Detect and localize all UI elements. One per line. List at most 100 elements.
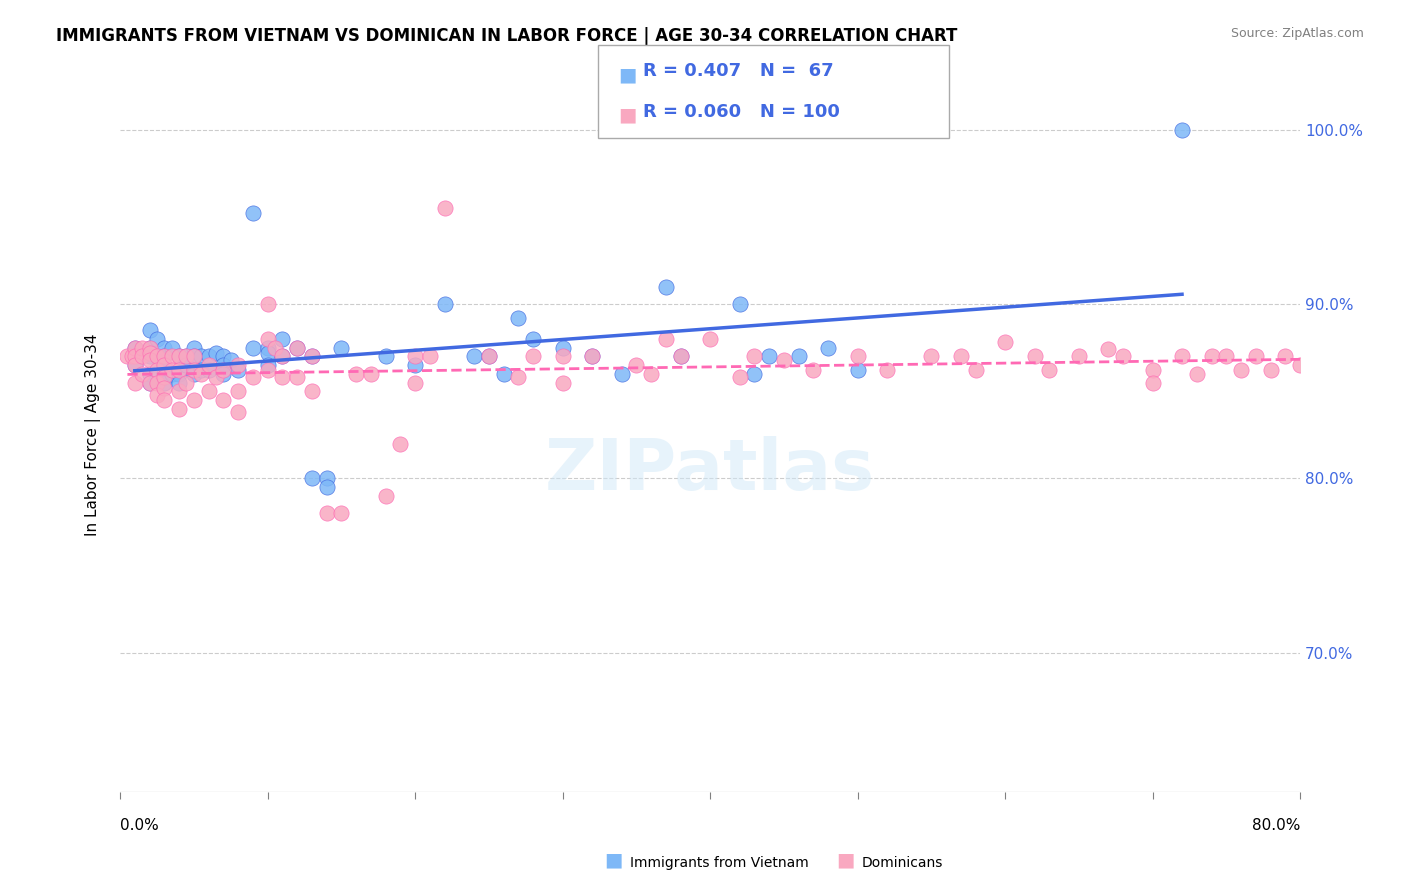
Point <box>551 376 574 390</box>
Point <box>183 341 205 355</box>
Point <box>160 341 183 355</box>
Point <box>655 332 678 346</box>
Point <box>285 341 308 355</box>
Point <box>138 350 160 364</box>
Point <box>242 206 264 220</box>
Point <box>197 363 219 377</box>
Point <box>285 370 308 384</box>
Text: 80.0%: 80.0% <box>1251 819 1301 833</box>
Point <box>197 384 219 399</box>
Point <box>699 332 721 346</box>
Text: ZIPatlas: ZIPatlas <box>546 436 875 505</box>
Point <box>167 401 190 416</box>
Point <box>226 384 249 399</box>
Point <box>1171 350 1194 364</box>
Point <box>1097 343 1119 357</box>
Point <box>256 297 278 311</box>
Point <box>197 350 219 364</box>
Point <box>876 363 898 377</box>
Point <box>256 341 278 355</box>
Point <box>463 350 485 364</box>
Point <box>167 367 190 381</box>
Point <box>301 350 323 364</box>
Y-axis label: In Labor Force | Age 30-34: In Labor Force | Age 30-34 <box>86 334 101 536</box>
Point <box>153 341 176 355</box>
Point <box>212 358 235 372</box>
Point <box>183 350 205 364</box>
Point <box>146 332 169 346</box>
Point <box>1024 350 1046 364</box>
Point <box>226 363 249 377</box>
Point <box>1171 122 1194 136</box>
Point <box>301 384 323 399</box>
Point <box>492 367 515 381</box>
Point <box>131 341 153 355</box>
Point <box>153 367 176 381</box>
Point <box>728 297 751 311</box>
Point <box>419 350 441 364</box>
Point <box>374 350 396 364</box>
Point <box>1142 363 1164 377</box>
Point <box>1244 350 1267 364</box>
Point <box>1274 350 1296 364</box>
Point <box>138 323 160 337</box>
Point <box>146 350 169 364</box>
Point <box>183 350 205 364</box>
Point <box>256 358 278 372</box>
Point <box>1289 358 1312 372</box>
Point <box>994 335 1017 350</box>
Point <box>190 363 212 377</box>
Point <box>285 341 308 355</box>
Text: Immigrants from Vietnam: Immigrants from Vietnam <box>630 855 808 870</box>
Point <box>167 350 190 364</box>
Point <box>655 279 678 293</box>
Point <box>404 350 426 364</box>
Point <box>212 367 235 381</box>
Point <box>219 352 242 367</box>
Point <box>360 367 382 381</box>
Point <box>183 363 205 377</box>
Point <box>315 506 337 520</box>
Point <box>153 376 176 390</box>
Point <box>256 363 278 377</box>
Point <box>153 350 176 364</box>
Point <box>669 350 692 364</box>
Point <box>131 350 153 364</box>
Point <box>1185 367 1208 381</box>
Point <box>124 358 146 372</box>
Point <box>1230 363 1253 377</box>
Point <box>160 367 183 381</box>
Point <box>846 350 869 364</box>
Point <box>772 352 794 367</box>
Point <box>626 358 648 372</box>
Point <box>478 350 501 364</box>
Point <box>212 350 235 364</box>
Point <box>787 350 810 364</box>
Point <box>153 358 176 372</box>
Point <box>640 367 662 381</box>
Point <box>522 350 544 364</box>
Point <box>160 350 183 364</box>
Point <box>581 350 603 364</box>
Point <box>205 346 228 360</box>
Point <box>205 370 228 384</box>
Point <box>1260 363 1282 377</box>
Point <box>226 405 249 419</box>
Point <box>1067 350 1090 364</box>
Point <box>138 341 160 355</box>
Point <box>212 363 235 377</box>
Point <box>389 436 412 450</box>
Point <box>1038 363 1060 377</box>
Text: R = 0.407   N =  67: R = 0.407 N = 67 <box>643 62 834 80</box>
Point <box>742 350 765 364</box>
Point <box>212 392 235 407</box>
Text: ■: ■ <box>619 105 637 124</box>
Point <box>551 350 574 364</box>
Point <box>190 367 212 381</box>
Point <box>121 350 143 364</box>
Point <box>146 388 169 402</box>
Point <box>146 363 169 377</box>
Point <box>1201 350 1223 364</box>
Text: ■: ■ <box>605 851 623 870</box>
Point <box>153 358 176 372</box>
